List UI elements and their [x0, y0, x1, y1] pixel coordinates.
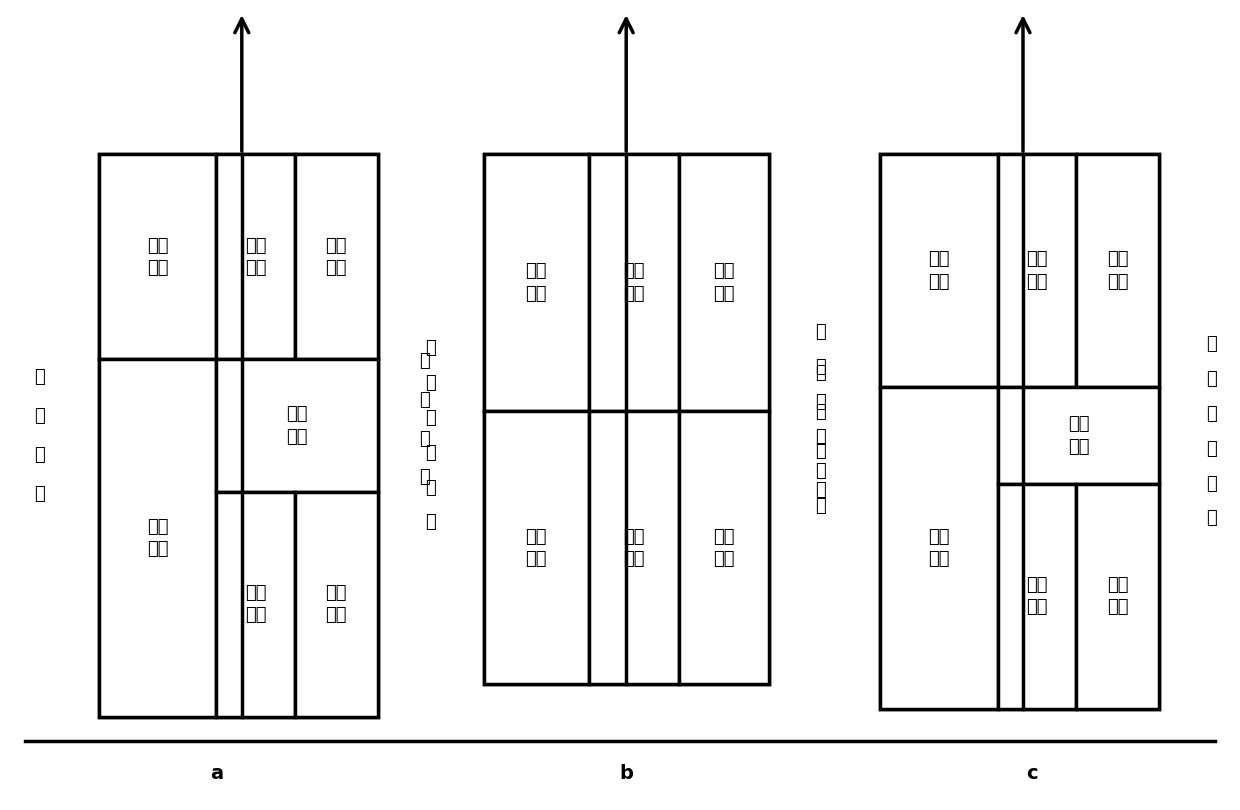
Bar: [880, 154, 1159, 709]
Bar: [484, 154, 589, 411]
Text: 位: 位: [419, 468, 429, 487]
Bar: [1075, 484, 1159, 709]
Text: 南北
左转: 南北 左转: [1068, 416, 1089, 455]
Text: 阶: 阶: [425, 479, 435, 497]
Bar: [216, 492, 295, 717]
Text: 阶: 阶: [816, 463, 826, 480]
Bar: [99, 154, 216, 360]
Text: 统: 统: [816, 403, 826, 421]
Text: 南北
直行: 南北 直行: [929, 528, 950, 568]
Text: 南口
直行: 南口 直行: [624, 528, 645, 568]
Text: 段: 段: [816, 497, 826, 515]
Text: 传: 传: [419, 352, 429, 370]
Text: 波: 波: [425, 444, 435, 462]
Bar: [216, 154, 295, 360]
Text: 段: 段: [1207, 509, 1216, 527]
Bar: [680, 411, 769, 684]
Bar: [680, 154, 769, 411]
Text: 传: 传: [816, 364, 826, 382]
Text: 段: 段: [425, 514, 435, 531]
Text: 南北
直行: 南北 直行: [148, 518, 169, 558]
Text: 南口
左转: 南口 左转: [1107, 576, 1128, 616]
Text: 南北
左转: 南北 左转: [148, 237, 169, 277]
Text: 向: 向: [816, 358, 826, 376]
Text: 北口
左转: 北口 左转: [1107, 250, 1128, 291]
Bar: [880, 387, 997, 709]
Bar: [99, 360, 216, 717]
Text: 北口
左转: 北口 左转: [326, 237, 347, 277]
Text: 南口
左转: 南口 左转: [713, 528, 734, 568]
Text: 北口
直行: 北口 直行: [244, 237, 267, 277]
Bar: [997, 387, 1159, 484]
Text: 四: 四: [816, 323, 826, 341]
Text: 位: 位: [35, 484, 45, 503]
Bar: [295, 154, 378, 360]
Text: 相: 相: [35, 446, 45, 464]
Text: a: a: [211, 764, 223, 783]
Text: b: b: [619, 764, 634, 783]
Text: 南口
直行: 南口 直行: [1025, 576, 1048, 616]
Text: c: c: [1025, 764, 1038, 783]
Text: 绻: 绻: [816, 393, 826, 411]
Text: 南北
左转: 南北 左转: [929, 250, 950, 291]
Text: 位: 位: [816, 480, 826, 499]
Bar: [484, 154, 769, 684]
Bar: [589, 411, 680, 684]
Text: 北口
直行: 北口 直行: [624, 262, 645, 303]
Text: 向: 向: [1207, 370, 1216, 388]
Text: 南北
直行: 南北 直行: [526, 528, 547, 568]
Text: 相: 相: [419, 429, 429, 448]
Text: 向: 向: [425, 374, 435, 392]
Text: 南口
左转: 南口 左转: [326, 584, 347, 625]
Bar: [295, 492, 378, 717]
Text: 绻: 绻: [1207, 405, 1216, 423]
Bar: [99, 154, 378, 717]
Bar: [1075, 154, 1159, 387]
Text: 传: 传: [35, 368, 45, 386]
Bar: [997, 484, 1076, 709]
Bar: [589, 154, 680, 411]
Text: 北口
左转: 北口 左转: [713, 262, 734, 303]
Text: 南口
直行: 南口 直行: [244, 584, 267, 625]
Text: 四: 四: [425, 339, 435, 357]
Bar: [880, 154, 997, 387]
Text: 四: 四: [1207, 335, 1216, 353]
Text: 南北
直行: 南北 直行: [286, 406, 308, 446]
Text: 波: 波: [1207, 440, 1216, 458]
Bar: [216, 360, 378, 492]
Text: 统: 统: [35, 407, 45, 425]
Text: 阶: 阶: [1207, 475, 1216, 492]
Text: 绻: 绻: [425, 409, 435, 427]
Text: 统: 统: [419, 390, 429, 409]
Text: 南北
左转: 南北 左转: [526, 262, 547, 303]
Text: 北口
直行: 北口 直行: [1025, 250, 1048, 291]
Text: 波: 波: [816, 428, 826, 446]
Bar: [484, 411, 589, 684]
Text: 相: 相: [816, 441, 826, 460]
Bar: [997, 154, 1076, 387]
